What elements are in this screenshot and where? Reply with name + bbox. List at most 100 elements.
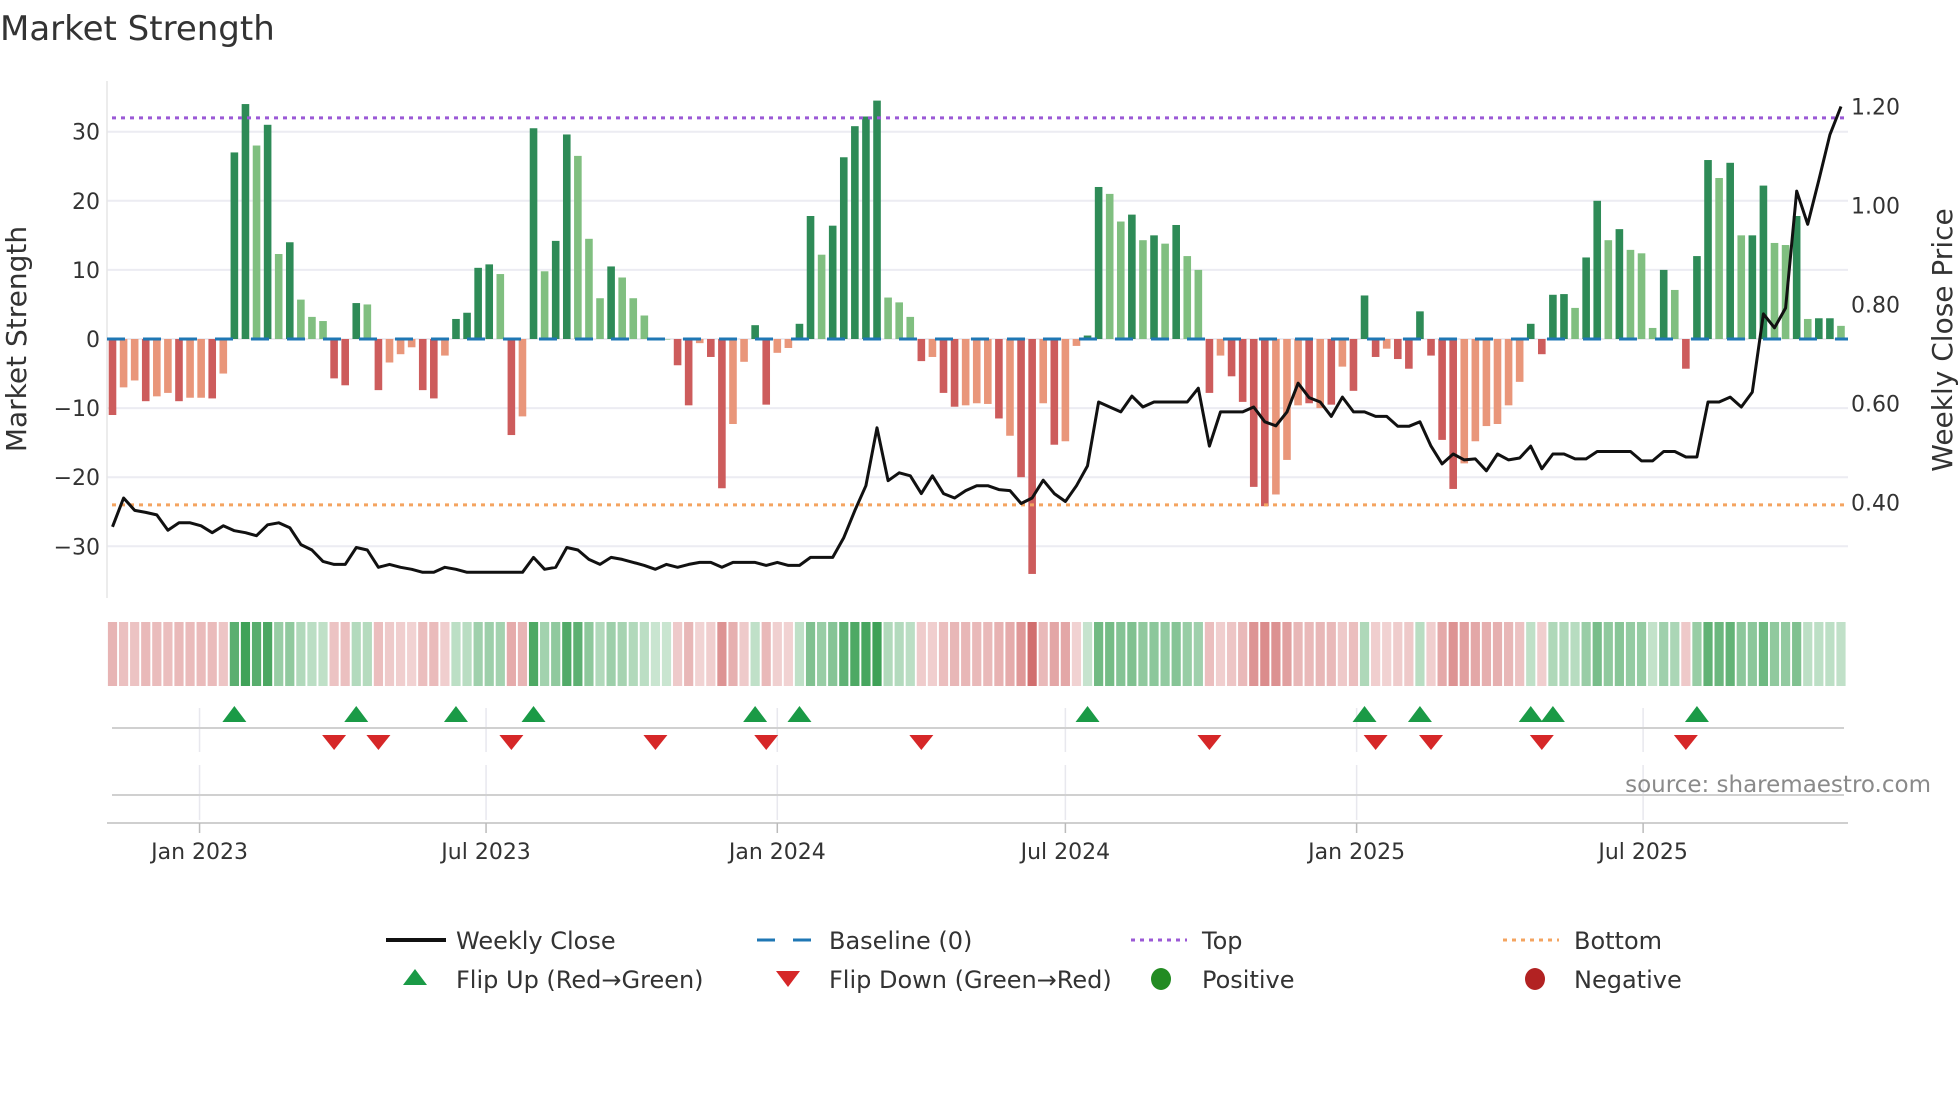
flip-down-marker (366, 735, 391, 750)
heat-strip-cell (706, 622, 716, 686)
strength-bar (507, 339, 516, 436)
x-tick-label: Jan 2023 (149, 840, 248, 865)
strength-bar (1327, 339, 1336, 405)
heat-strip-cell (1559, 622, 1569, 686)
strength-bar (817, 254, 826, 339)
heat-strip-cell (130, 622, 140, 686)
strength-bar (1294, 339, 1302, 406)
heat-strip-cell (1404, 622, 1414, 686)
heat-strip-cell (949, 622, 960, 686)
y-tick-label: −30 (54, 535, 100, 560)
strength-bar (1128, 214, 1136, 339)
strength-bar (474, 267, 482, 339)
heat-strip-cell (318, 622, 328, 686)
strength-bar (285, 242, 294, 339)
gridlines (107, 130, 1848, 820)
heat-strip-cell (340, 622, 350, 686)
heat-strip-cell (1581, 622, 1591, 686)
strength-bar (1737, 235, 1746, 339)
heat-strip-cell (1171, 622, 1181, 686)
strength-bar (297, 299, 305, 339)
heat-strip-cell (429, 622, 439, 686)
heat-strip-cell (1836, 622, 1846, 686)
strength-bar (828, 225, 837, 339)
strength-bar (751, 325, 759, 339)
heat-strip-cell (373, 622, 384, 686)
strength-bar (141, 339, 150, 402)
heat-strip-cell (1659, 622, 1669, 686)
strength-bar (961, 339, 970, 406)
strength-bar (1659, 269, 1668, 339)
strength-bar (230, 152, 239, 339)
strength-bar (1039, 339, 1048, 404)
strength-bar (1283, 339, 1291, 460)
legend-label: Top (1201, 927, 1243, 955)
source-label: source: sharemaestro.com (1625, 772, 1931, 798)
heat-strip-cell (1681, 622, 1691, 686)
left-axis-ticks: 30 20 10 0 −10 −20 −30 (54, 121, 100, 561)
flip-up-marker (222, 706, 247, 722)
strength-bar (673, 339, 682, 366)
strength-bar (1826, 318, 1834, 339)
heat-strip-cell (794, 622, 805, 686)
heat-strip-cell (1005, 622, 1015, 686)
strength-bar (1105, 193, 1114, 339)
heat-strip-cell (1747, 622, 1757, 686)
heat-strip-cell (1780, 622, 1791, 686)
heat-strip-cell (506, 622, 516, 686)
heat-strip-cell (717, 622, 727, 686)
heat-strip-cell (1503, 622, 1514, 686)
strength-bar (1083, 335, 1092, 339)
y-tick-label: 10 (72, 259, 100, 284)
heat-strip-cell (728, 622, 738, 686)
strength-bar (540, 271, 549, 339)
strength-bar (618, 277, 626, 339)
strength-bar (718, 339, 726, 489)
strength-bar (839, 157, 848, 339)
strength-bar (1726, 162, 1734, 339)
x-tick-label: Jan 2024 (727, 840, 826, 865)
strength-bar (562, 134, 571, 339)
heat-strip-cell (916, 622, 926, 686)
strength-bar (806, 216, 815, 339)
heat-strip-cell (229, 622, 239, 686)
heat-strip-cell (1371, 622, 1381, 686)
heat-strip-cell (285, 622, 295, 686)
heat-strip-cell (163, 622, 173, 686)
strength-bar (1526, 323, 1535, 339)
legend-label: Positive (1202, 966, 1295, 994)
strength-bar (1161, 243, 1169, 339)
heat-strip-cell (1526, 622, 1536, 686)
flip-up-marker (1352, 706, 1377, 722)
strength-bar (1094, 186, 1103, 339)
heat-strip-cell (684, 622, 694, 686)
strength-bar (164, 339, 172, 393)
flip-up-marker (443, 706, 468, 722)
heat-strip-cell (407, 622, 417, 686)
strength-bar (1648, 327, 1657, 339)
heat-strip-cell (1060, 622, 1070, 686)
heat-strip-cell (584, 622, 594, 686)
heat-strip-cell (1769, 622, 1780, 686)
strength-bar (263, 124, 272, 339)
heat-strip-cell (296, 622, 306, 686)
flip-down-marker (1673, 735, 1698, 750)
heat-strip-cell (972, 622, 982, 686)
heat-strip-cell (761, 622, 771, 686)
legend-label: Flip Up (Red→Green) (456, 966, 704, 994)
flip-up-marker (1540, 706, 1565, 722)
strength-bar (1493, 339, 1502, 424)
strength-bar (341, 339, 349, 386)
strength-bar (695, 339, 704, 344)
strength-bar (1305, 339, 1313, 404)
heat-strip-cell (772, 622, 782, 686)
strength-bar (308, 316, 316, 339)
strength-bar (1615, 229, 1624, 339)
strength-bar (1515, 339, 1524, 382)
strength-bar (1006, 339, 1014, 436)
strength-bar (551, 240, 560, 339)
heat-strip-cell (1592, 622, 1602, 686)
heat-strip-cell (1326, 622, 1336, 686)
heat-strip-cell (573, 622, 583, 686)
legend-flip-down-icon (776, 971, 800, 987)
